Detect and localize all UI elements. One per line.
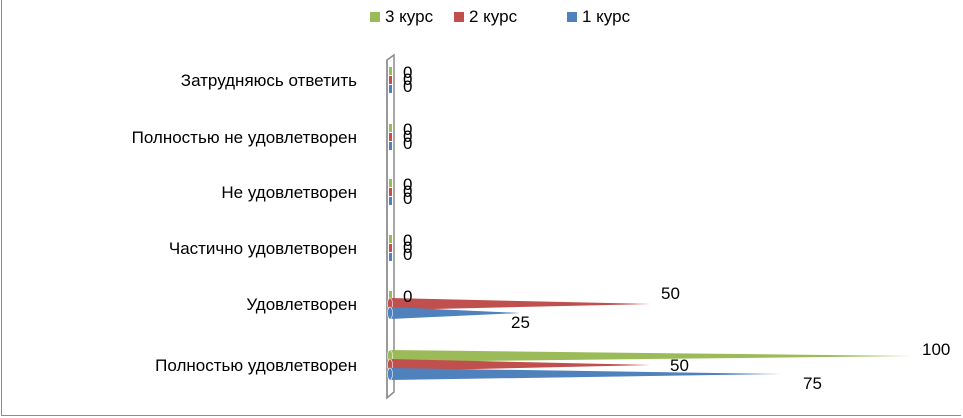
legend-swatch	[454, 12, 464, 22]
bar-cone	[390, 368, 782, 380]
data-label: 50	[661, 284, 680, 303]
data-label: 0	[403, 120, 412, 139]
bar-cone	[390, 307, 521, 319]
data-label: 0	[403, 63, 412, 82]
data-label: 0	[403, 134, 412, 153]
data-label: 0	[403, 238, 412, 257]
category-label: Не удовлетворен	[221, 183, 357, 202]
data-label: 0	[403, 77, 412, 96]
bar-zero	[389, 85, 392, 93]
legend-swatch	[567, 12, 577, 22]
legend-label: 3 курс	[385, 7, 434, 26]
bar-cone	[390, 298, 651, 310]
data-label: 75	[803, 374, 822, 393]
bar-cone	[390, 359, 651, 371]
bar-zero	[389, 133, 392, 141]
bar-zero	[389, 76, 392, 84]
bar-zero	[389, 235, 392, 243]
category-label: Полностью не удовлетворен	[132, 128, 357, 147]
data-label: 0	[403, 175, 412, 194]
legend-label: 2 курс	[469, 7, 518, 26]
data-label: 0	[403, 182, 412, 201]
bar-cone	[390, 350, 912, 362]
data-label: 50	[670, 356, 689, 375]
data-label: 100	[922, 340, 950, 359]
data-label: 0	[403, 189, 412, 208]
data-label: 0	[403, 245, 412, 264]
bar-zero	[389, 67, 392, 75]
bar-zero	[389, 253, 392, 261]
bar-zero	[389, 244, 392, 252]
data-label: 25	[511, 313, 530, 332]
data-label: 0	[403, 70, 412, 89]
category-label: Полностью удовлетворен	[155, 356, 357, 375]
data-label: 0	[403, 127, 412, 146]
bar-cone-base	[387, 306, 393, 320]
bar-zero	[389, 142, 392, 150]
category-label: Затрудняюсь ответить	[181, 71, 357, 90]
bar-zero	[389, 197, 392, 205]
data-label: 0	[403, 231, 412, 250]
bar-cone-base	[387, 367, 393, 381]
bar-zero	[389, 124, 392, 132]
data-label: 0	[403, 287, 412, 306]
bar-zero	[389, 179, 392, 187]
legend-swatch	[370, 12, 380, 22]
bar-zero	[389, 188, 392, 196]
legend-label: 1 курс	[582, 7, 631, 26]
axis-wall	[386, 53, 395, 400]
bar-zero	[389, 291, 392, 299]
category-label: Удовлетворен	[246, 295, 357, 314]
category-label: Частично удовлетворен	[169, 239, 357, 258]
